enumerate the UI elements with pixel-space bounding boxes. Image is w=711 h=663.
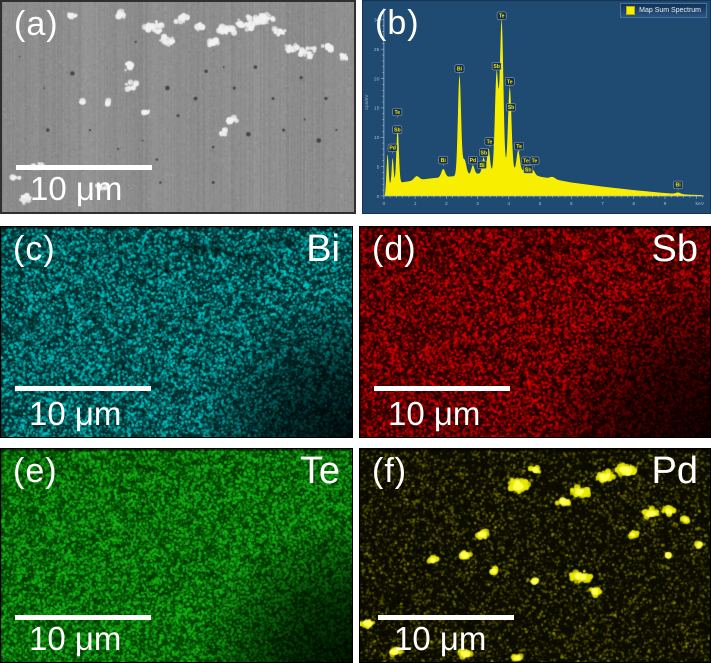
legend-color-swatch [626,6,636,15]
svg-text:Bi: Bi [457,66,463,72]
svg-text:Sb: Sb [481,150,488,156]
sem-image-canvas [2,2,354,212]
panel-e-element-label: Te [299,450,340,492]
panel-d-label: (d) [372,230,417,268]
panel-a-sem-image: (a) 10 μm [0,0,356,214]
svg-text:30: 30 [374,18,380,24]
pd-map-canvas [360,449,710,662]
panel-c-scale-bar [15,386,151,391]
panel-c-element-label: Bi [306,228,340,270]
svg-text:Te: Te [523,159,529,165]
svg-text:Te: Te [499,14,505,20]
svg-text:3: 3 [476,201,479,207]
svg-text:5: 5 [539,201,542,207]
svg-text:Sb: Sb [508,105,515,111]
svg-text:Pd: Pd [470,158,477,164]
svg-text:7: 7 [601,201,604,207]
svg-text:Bi: Bi [479,163,485,169]
panel-b-eds-spectrum: 0 1 2 3 4 5 6 7 8 9 keV 0 5 10 15 20 25 30 cps/eV Pd Sb Te Bi B… [362,0,711,214]
sb-map-canvas [360,227,710,437]
eds-spectrum-chart: 0 1 2 3 4 5 6 7 8 9 keV051015202530cps/eVPdSbTeBiB… [363,1,710,213]
panel-e-scale-bar [15,615,151,620]
panel-e-label: (e) [13,452,58,490]
panel-b-label: (b) [375,4,420,42]
panel-f-scale-text: 10 μm [394,620,487,657]
svg-text:6: 6 [570,201,573,207]
panel-f-element-label: Pd [651,450,698,492]
panel-e-scale-text: 10 μm [29,620,122,657]
panel-c-label: (c) [13,230,56,268]
svg-text:Te: Te [394,110,400,116]
svg-text:0: 0 [377,194,380,200]
svg-text:4: 4 [507,201,510,207]
svg-text:Te: Te [487,139,493,145]
panel-d-scale-bar [374,386,510,391]
svg-text:Bi: Bi [441,158,447,164]
svg-text:2: 2 [445,201,448,207]
panel-e-te-map: (e) Te 10 μm [0,448,353,663]
legend-label: Map Sum Spectrum [639,7,701,14]
svg-text:Te: Te [532,159,538,165]
svg-text:9: 9 [664,201,667,207]
svg-text:10: 10 [374,135,380,141]
svg-text:Te: Te [516,144,522,150]
panel-d-scale-text: 10 μm [388,395,481,432]
svg-text:Sb: Sb [525,167,532,173]
svg-text:Sb: Sb [493,64,500,70]
te-map-canvas [1,449,352,662]
svg-text:cps/eV: cps/eV [364,94,370,110]
panel-d-sb-map: (d) Sb 10 μm [359,226,711,438]
panel-f-scale-bar [378,615,514,620]
panel-d-element-label: Sb [651,228,698,270]
svg-text:Bi: Bi [676,183,682,189]
svg-text:Te: Te [507,79,513,85]
panel-f-label: (f) [372,452,408,490]
bi-map-canvas [1,227,352,437]
svg-text:25: 25 [374,47,380,53]
svg-text:1: 1 [414,201,417,207]
svg-text:Pd: Pd [389,146,396,152]
panel-a-label: (a) [14,5,59,43]
svg-text:keV: keV [695,201,704,207]
panel-f-pd-map: (f) Pd 10 μm [359,448,711,663]
svg-text:15: 15 [374,106,380,112]
svg-text:Sb: Sb [394,128,401,134]
panel-a-scale-text: 10 μm [30,170,123,207]
panel-c-bi-map: (c) Bi 10 μm [0,226,353,438]
svg-text:8: 8 [632,201,635,207]
panel-c-scale-text: 10 μm [29,395,122,432]
spectrum-legend: Map Sum Spectrum [620,3,707,18]
svg-text:5: 5 [377,164,380,170]
svg-text:20: 20 [374,76,380,82]
panel-a-scale-bar [16,165,152,170]
svg-text:0: 0 [382,201,385,207]
